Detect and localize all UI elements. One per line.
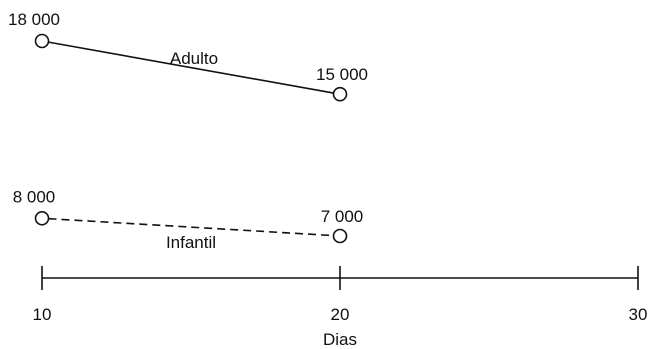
x-tick-label: 20 bbox=[331, 305, 350, 324]
data-point bbox=[34, 33, 50, 49]
data-point bbox=[332, 86, 348, 102]
data-label: 18 000 bbox=[8, 10, 60, 29]
x-tick-label: 30 bbox=[629, 305, 648, 324]
series-infantil: 8 000 7 000 Infantil bbox=[13, 187, 364, 252]
data-point bbox=[34, 210, 50, 226]
series-line bbox=[48, 217, 334, 237]
x-axis-title: Dias bbox=[323, 330, 357, 349]
data-label: 7 000 bbox=[321, 207, 364, 226]
series-layer: 18 000 15 000 Adulto 8 000 7 000 Infantil bbox=[8, 10, 368, 252]
data-point bbox=[332, 228, 348, 244]
x-tick-label: 10 bbox=[33, 305, 52, 324]
series-adulto: 18 000 15 000 Adulto bbox=[8, 10, 368, 102]
series-name-label: Adulto bbox=[170, 49, 218, 68]
series-line bbox=[48, 41, 334, 94]
x-axis: 10 20 30 bbox=[33, 266, 648, 324]
data-label: 15 000 bbox=[316, 65, 368, 84]
data-label: 8 000 bbox=[13, 187, 56, 206]
series-name-label: Infantil bbox=[166, 233, 216, 252]
